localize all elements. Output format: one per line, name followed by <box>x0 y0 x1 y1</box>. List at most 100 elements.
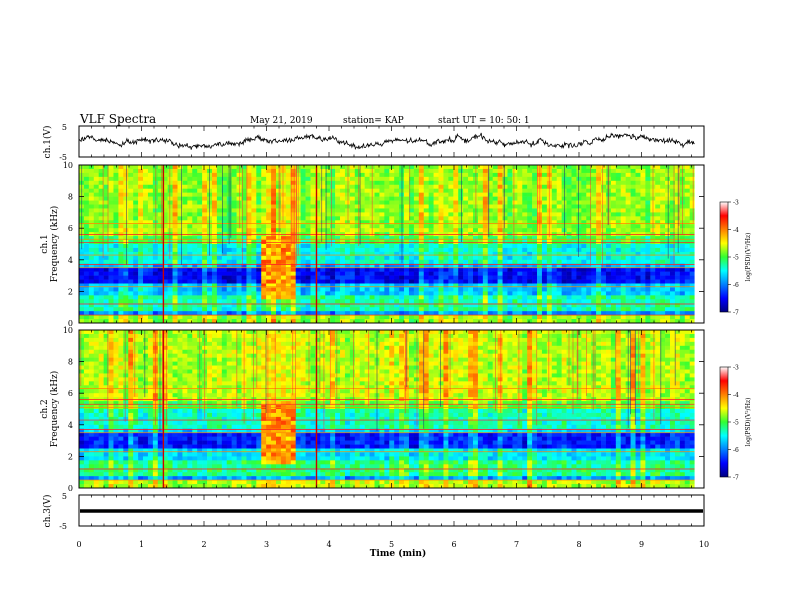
spectrogram-cell <box>118 259 124 265</box>
spectrogram-cell <box>231 165 237 170</box>
spectrogram-cell <box>561 311 567 316</box>
spectrogram-cell <box>241 279 247 284</box>
spectrogram-cell <box>123 259 129 265</box>
spectrogram-cell <box>655 212 661 217</box>
spectrogram-cell <box>320 220 326 225</box>
spectrogram-cell <box>601 263 607 268</box>
spectrogram-cell <box>271 165 277 170</box>
spectrogram-cell <box>541 315 548 320</box>
spectrogram-cell <box>138 247 144 253</box>
spectrogram-cell <box>167 228 173 233</box>
spectrogram-cell <box>167 204 173 209</box>
spectrogram-cell <box>251 259 257 265</box>
spectrogram-cell <box>610 188 617 193</box>
spectrogram-cell <box>113 212 119 217</box>
spectrogram-cell <box>438 220 444 225</box>
spectrogram-cell <box>192 220 198 225</box>
spectrogram-cell <box>241 216 247 221</box>
spectrogram-cell <box>596 275 602 280</box>
spectrogram-cell <box>236 263 242 268</box>
spectrogram-cell <box>468 283 474 288</box>
spectrogram-cell <box>280 307 287 312</box>
spectrogram-cell <box>453 172 459 178</box>
spectrogram-cell <box>650 259 656 265</box>
spectrogram-cell <box>463 244 469 249</box>
spectrogram-cell <box>674 165 681 170</box>
spectrogram-cell <box>271 220 277 225</box>
spectrogram-cell <box>556 176 562 182</box>
spectrogram-cell <box>635 168 641 174</box>
spectrogram-cell <box>344 224 351 229</box>
spectrogram-cell <box>138 184 144 189</box>
spectrogram-cell <box>216 200 223 205</box>
spectrogram-cell <box>207 255 213 261</box>
spectrogram-cell <box>610 291 617 296</box>
spectrogram-cell <box>556 208 562 213</box>
spectrogram-cell <box>541 180 548 186</box>
spectrogram-cell <box>468 291 474 296</box>
spectrogram-cell <box>655 224 661 229</box>
spectrogram-cell <box>216 196 223 201</box>
spectrogram-cell <box>147 291 154 296</box>
spectrogram-cell <box>310 311 316 316</box>
spectrogram-cell <box>231 311 237 316</box>
spectrogram-cell <box>177 307 183 312</box>
spectrogram-cell <box>689 255 695 261</box>
spectrogram-cell <box>128 244 134 249</box>
spectrogram-cell <box>610 295 617 300</box>
spectrogram-cell <box>423 271 429 276</box>
spectrogram-cell <box>256 267 262 272</box>
spectrogram-cell <box>660 251 666 257</box>
spectrogram-cell <box>591 291 597 296</box>
spectrogram-cell <box>630 184 636 189</box>
spectrogram-cell <box>591 259 597 265</box>
spectrogram-cell <box>83 247 90 253</box>
spectrogram-cell <box>468 196 474 201</box>
spectrogram-cell <box>276 307 282 312</box>
spectrogram-cell <box>330 165 336 170</box>
spectrogram-cell <box>93 279 99 284</box>
spectrogram-cell <box>88 315 95 320</box>
spectrogram-cell <box>98 283 104 288</box>
spectrogram-cell <box>123 251 129 257</box>
spectrogram-cell <box>335 212 341 217</box>
spectrogram-cell <box>665 251 671 257</box>
spectrogram-cell <box>221 184 228 189</box>
spectrogram-cell <box>665 180 671 186</box>
spectrogram-cell <box>256 263 262 268</box>
spectrogram-cell <box>635 315 641 320</box>
spectrogram-cell <box>330 192 336 197</box>
spectrogram-cell <box>310 287 316 292</box>
spectrogram-cell <box>389 263 395 268</box>
spectrogram-cell <box>512 319 518 324</box>
spectrogram-cell <box>369 251 375 257</box>
spectrogram-cell <box>418 165 425 170</box>
spectrogram-cell <box>610 247 617 253</box>
spectrogram-cell <box>389 319 395 324</box>
spectrogram-cell <box>364 236 370 241</box>
spectrogram-cell <box>354 283 361 288</box>
spectrogram-cell <box>650 299 656 304</box>
spectrogram-cell <box>359 295 365 300</box>
spectrogram-cell <box>601 303 607 308</box>
spectrogram-cell <box>522 275 528 280</box>
spectrogram-cell <box>202 220 208 225</box>
spectrogram-cell <box>325 172 331 178</box>
spectrogram-cell <box>271 259 277 265</box>
spectrogram-cell <box>374 180 380 186</box>
spectrogram-cell <box>586 212 592 217</box>
spectrogram-cell <box>103 208 109 213</box>
spectrogram-cell <box>640 315 646 320</box>
spectrogram-cell <box>448 303 454 308</box>
spectrogram-cell <box>645 204 651 209</box>
spectrogram-cell <box>344 192 351 197</box>
spectrogram-cell <box>364 299 370 304</box>
spectrogram-cell <box>251 247 257 253</box>
spectrogram-cell <box>103 244 109 249</box>
spectrogram-cell <box>172 244 178 249</box>
spectrogram-cell <box>497 279 503 284</box>
spectrogram-cell <box>438 275 444 280</box>
spectrogram-cell <box>236 319 242 324</box>
spectrogram-cell <box>674 244 681 249</box>
spectrogram-cell <box>551 311 558 316</box>
